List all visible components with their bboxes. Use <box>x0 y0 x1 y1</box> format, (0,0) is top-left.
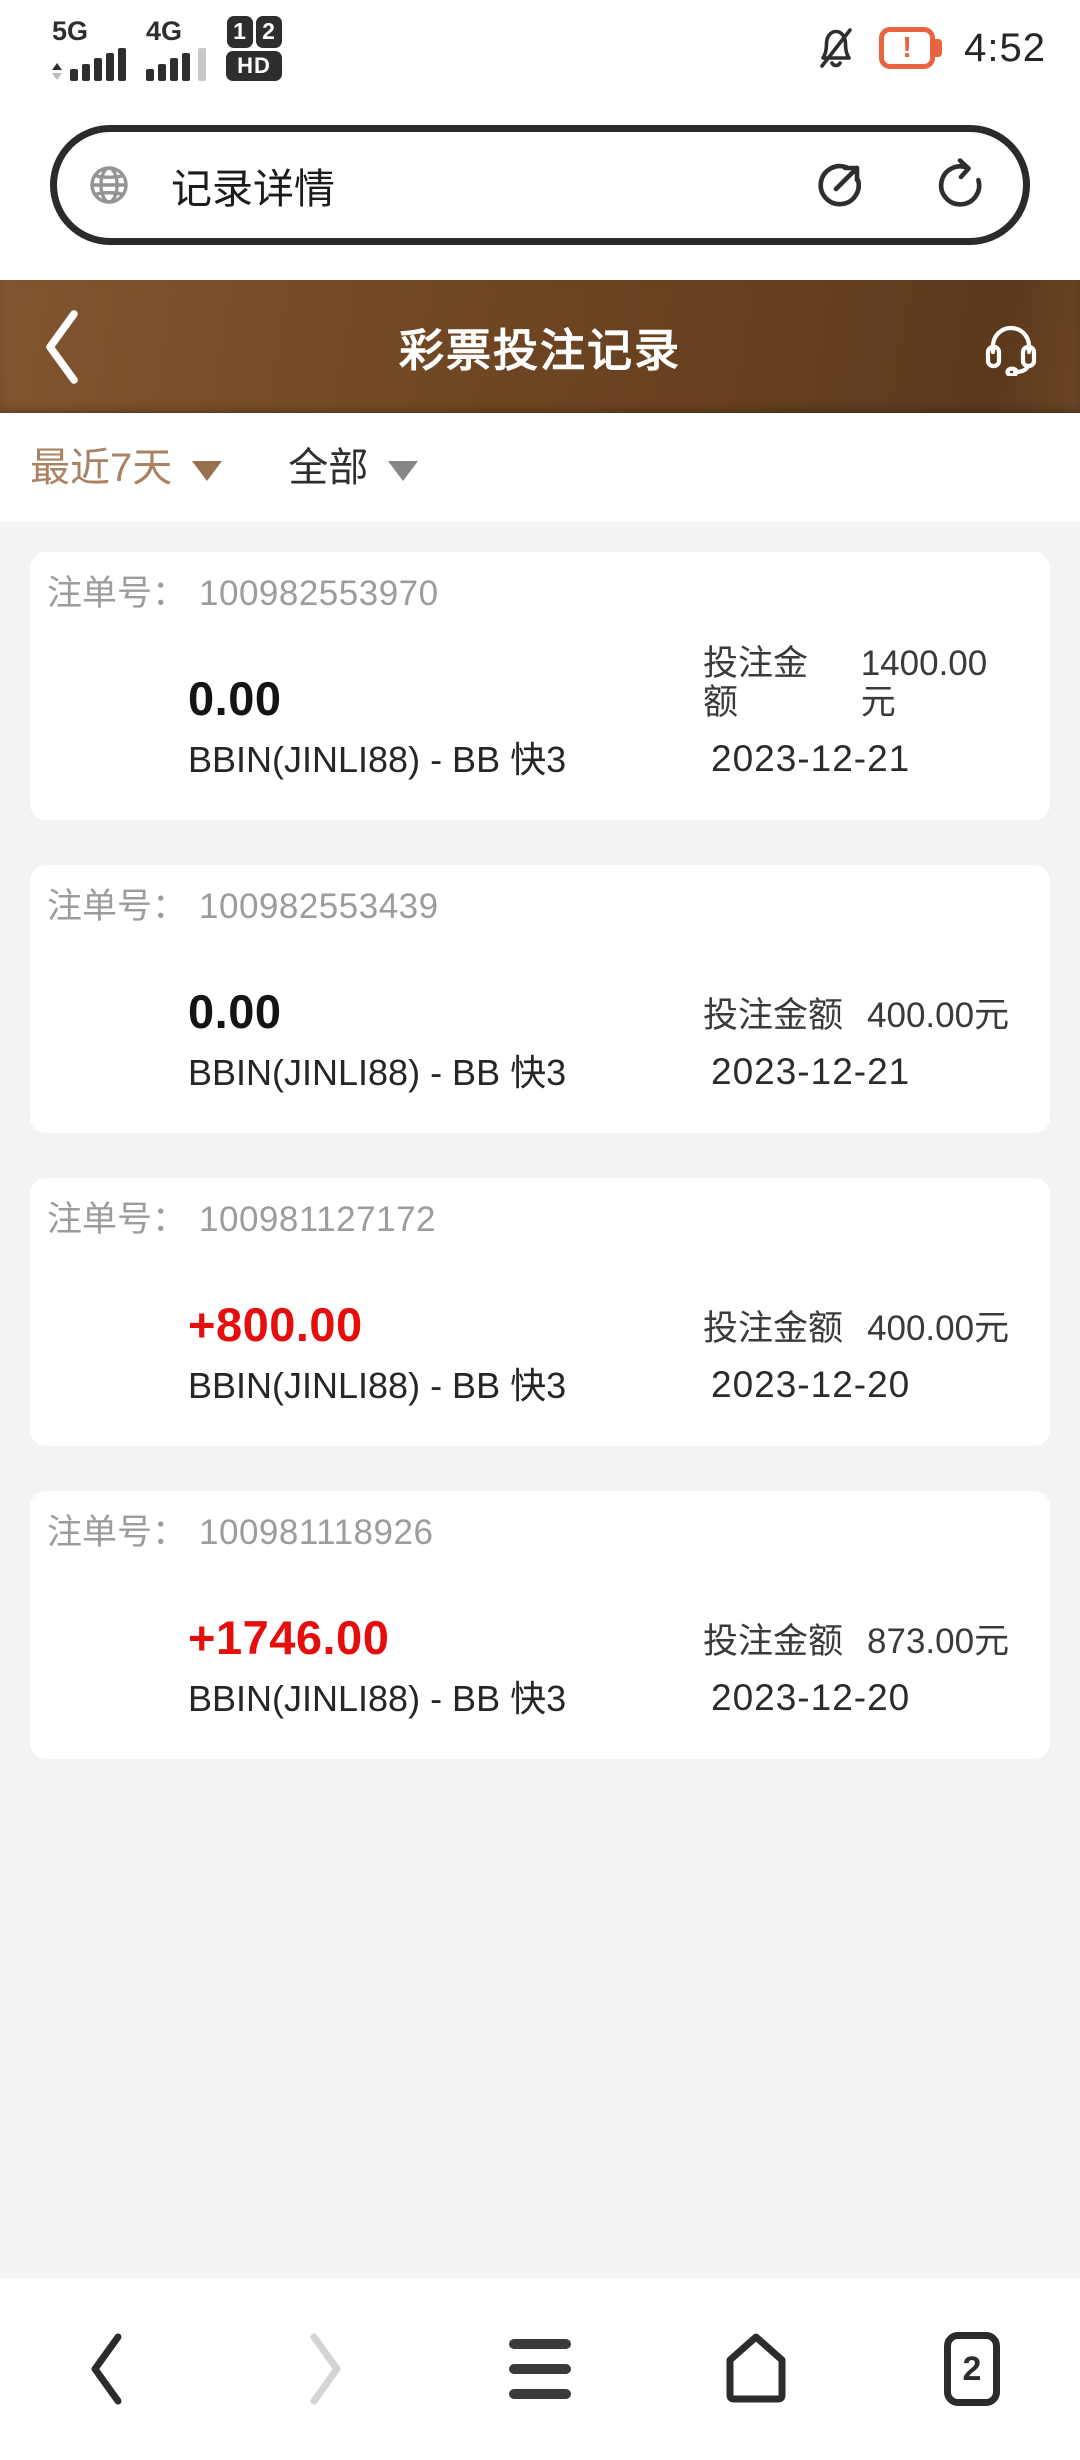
status-bar-right: ! 4:52 <box>815 25 1046 71</box>
nav-back-button[interactable] <box>0 2331 216 2407</box>
record-card[interactable]: 注单号： 100982553439 0.00 BBIN(JINLI88) - B… <box>30 865 1050 1133</box>
nav-menu-button[interactable] <box>432 2339 648 2399</box>
dual-sim-hd-icon: 1 2 HD <box>226 15 282 81</box>
order-label: 注单号： <box>47 1513 188 1552</box>
game-name: BBIN(JINLI88) - BB 快3 <box>188 1678 567 1720</box>
hd-badge: HD <box>226 50 282 81</box>
date-range-label: 最近7天 <box>30 445 173 490</box>
bet-date: 2023-12-21 <box>711 738 911 780</box>
nav-forward-button[interactable] <box>216 2331 432 2407</box>
forward-icon <box>310 2333 341 2405</box>
chevron-down-icon <box>388 460 419 481</box>
game-name: BBIN(JINLI88) - BB 快3 <box>188 739 567 781</box>
network-label-5g: 5G <box>52 15 89 46</box>
result-amount: 0.00 <box>188 672 282 725</box>
url-text[interactable]: 记录详情 <box>171 166 335 212</box>
order-number: 100982553439 <box>199 887 439 926</box>
url-bar[interactable]: 记录详情 <box>50 125 1030 245</box>
status-bar-left: 5G 4G 1 2 HD <box>52 15 282 81</box>
order-number: 100981127172 <box>199 1200 437 1239</box>
chevron-down-icon <box>192 460 223 481</box>
sim2-badge: 2 <box>255 15 282 48</box>
signal-4g-icon: 4G <box>146 15 206 81</box>
result-amount: +1746.00 <box>188 1611 390 1664</box>
clock-time: 4:52 <box>964 25 1046 70</box>
order-number: 100981118926 <box>199 1513 434 1552</box>
date-range-dropdown[interactable]: 最近7天 <box>30 445 223 490</box>
game-name: BBIN(JINLI88) - BB 快3 <box>188 1365 567 1407</box>
page-title: 彩票投注记录 <box>398 325 682 376</box>
home-icon <box>726 2333 786 2403</box>
bet-amount-label: 投注金额 <box>703 995 844 1035</box>
bet-amount-label: 投注金额 <box>703 1308 844 1348</box>
bet-amount-value: 400.00元 <box>867 995 1010 1035</box>
filter-row: 最近7天 全部 <box>0 413 1080 522</box>
order-label: 注单号： <box>47 574 188 613</box>
app-header: 彩票投注记录 <box>0 280 1080 413</box>
sim1-badge: 1 <box>226 15 253 48</box>
globe-icon <box>87 163 131 207</box>
refresh-icon[interactable] <box>933 158 987 212</box>
back-icon[interactable] <box>40 307 86 387</box>
battery-alert-glyph: ! <box>879 27 936 69</box>
record-card[interactable]: 注单号： 100982553970 0.00 BBIN(JINLI88) - B… <box>30 552 1050 820</box>
category-dropdown[interactable]: 全部 <box>288 445 419 490</box>
bet-amount-value: 873.00元 <box>867 1621 1010 1661</box>
order-label: 注单号： <box>47 887 188 926</box>
battery-alert-icon: ! <box>879 27 943 69</box>
record-list: 注单号： 100982553970 0.00 BBIN(JINLI88) - B… <box>0 522 1080 2278</box>
data-activity-arrows-icon <box>52 62 62 81</box>
order-number: 100982553970 <box>199 574 439 613</box>
tab-count: 2 <box>962 2349 982 2388</box>
record-card[interactable]: 注单号： 100981127172 +800.00 BBIN(JINLI88) … <box>30 1178 1050 1446</box>
result-amount: 0.00 <box>188 985 282 1038</box>
bet-date: 2023-12-21 <box>711 1051 911 1093</box>
nav-tabs-button[interactable]: 2 <box>864 2332 1080 2406</box>
back-icon <box>91 2333 122 2405</box>
menu-icon <box>509 2339 571 2399</box>
bet-amount-label: 投注金额 <box>703 644 809 722</box>
category-label: 全部 <box>288 445 369 490</box>
bet-amount-value: 400.00元 <box>867 1308 1010 1348</box>
game-name: BBIN(JINLI88) - BB 快3 <box>188 1052 567 1094</box>
bell-muted-icon <box>815 25 857 71</box>
nav-home-button[interactable] <box>648 2329 864 2409</box>
bet-amount-value: 1400.00元 <box>860 644 988 722</box>
bet-date: 2023-12-20 <box>711 1677 911 1719</box>
headset-icon[interactable] <box>982 318 1040 376</box>
bet-amount-label: 投注金额 <box>703 1621 844 1661</box>
signal-5g-icon: 5G <box>52 15 126 81</box>
bet-date: 2023-12-20 <box>711 1364 911 1406</box>
order-label: 注单号： <box>47 1200 188 1239</box>
network-label-4g: 4G <box>146 15 183 46</box>
tabs-icon: 2 <box>944 2332 1000 2406</box>
result-amount: +800.00 <box>188 1298 363 1351</box>
browser-url-row: 记录详情 <box>0 90 1080 280</box>
record-card[interactable]: 注单号： 100981118926 +1746.00 BBIN(JINLI88)… <box>30 1491 1050 1759</box>
share-icon[interactable] <box>813 158 867 212</box>
status-bar: 5G 4G 1 2 HD <box>0 0 1080 90</box>
browser-nav-bar: 2 <box>0 2278 1080 2460</box>
